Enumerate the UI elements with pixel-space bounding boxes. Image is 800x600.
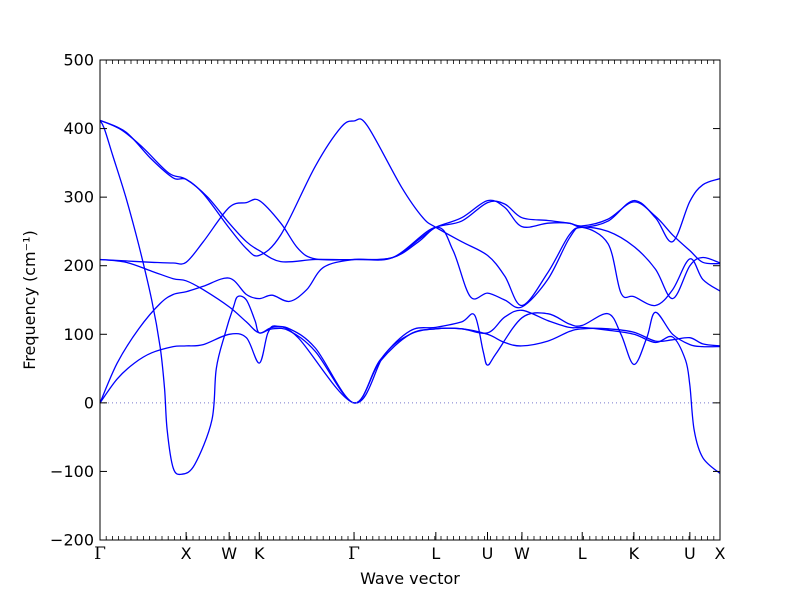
- band-line-7: [99, 226, 721, 404]
- y-tick-label: 400: [63, 119, 94, 138]
- y-tick-label: 200: [63, 256, 94, 275]
- band-line-1: [99, 118, 721, 307]
- band-line-2: [99, 119, 721, 265]
- band-line-5: [99, 258, 721, 404]
- y-axis-label: Frequency (cm⁻¹): [20, 230, 39, 369]
- y-tick-label: 0: [84, 393, 94, 412]
- x-tick-label: W: [221, 544, 237, 563]
- x-tick-label: Γ: [348, 544, 360, 564]
- band-lines: [99, 118, 721, 476]
- band-line-4: [99, 177, 721, 265]
- x-tick-label: K: [254, 544, 265, 563]
- y-tick-label: −200: [50, 531, 94, 550]
- x-tick-label: U: [482, 544, 494, 563]
- x-tick-label: K: [629, 544, 640, 563]
- plot-frame: [99, 59, 721, 541]
- x-tick-label: Γ: [94, 544, 106, 564]
- x-tick-label: W: [514, 544, 530, 563]
- y-tick-label: 300: [63, 188, 94, 207]
- x-tick-label: X: [181, 544, 192, 563]
- x-tick-label: U: [684, 544, 696, 563]
- x-tick-label: L: [578, 544, 587, 563]
- x-axis-label: Wave vector: [360, 569, 460, 588]
- y-tick-label: 100: [63, 325, 94, 344]
- band-line-6: [99, 325, 721, 404]
- y-tick-label: 500: [63, 51, 94, 70]
- y-axis-ticks: −200 −100 0 100 200 300 400 500: [50, 51, 720, 550]
- x-tick-label: L: [431, 544, 440, 563]
- y-tick-label: −100: [50, 462, 94, 481]
- x-tick-label: X: [715, 544, 726, 563]
